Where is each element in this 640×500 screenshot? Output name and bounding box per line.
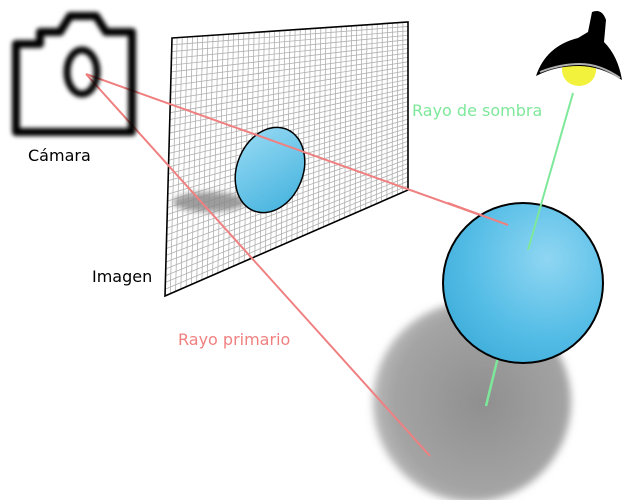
image-label: Imagen	[92, 267, 153, 286]
shadow-ray-lower	[484, 356, 500, 407]
image-plane	[164, 21, 409, 298]
shadow-ray	[527, 92, 574, 251]
lamp-icon	[536, 11, 622, 86]
projected-sphere	[234, 126, 306, 214]
projected-shadow	[173, 192, 245, 212]
sphere	[442, 202, 604, 364]
camera-icon	[12, 12, 136, 136]
shadow-ray-label: Rayo de sombra	[412, 101, 543, 120]
primary-ray-hit	[447, 202, 509, 226]
camera-label: Cámara	[28, 146, 91, 165]
primary-ray-lower	[85, 73, 431, 457]
primary-ray-label: Rayo primario	[178, 330, 291, 349]
primary-ray-upper	[85, 73, 509, 226]
